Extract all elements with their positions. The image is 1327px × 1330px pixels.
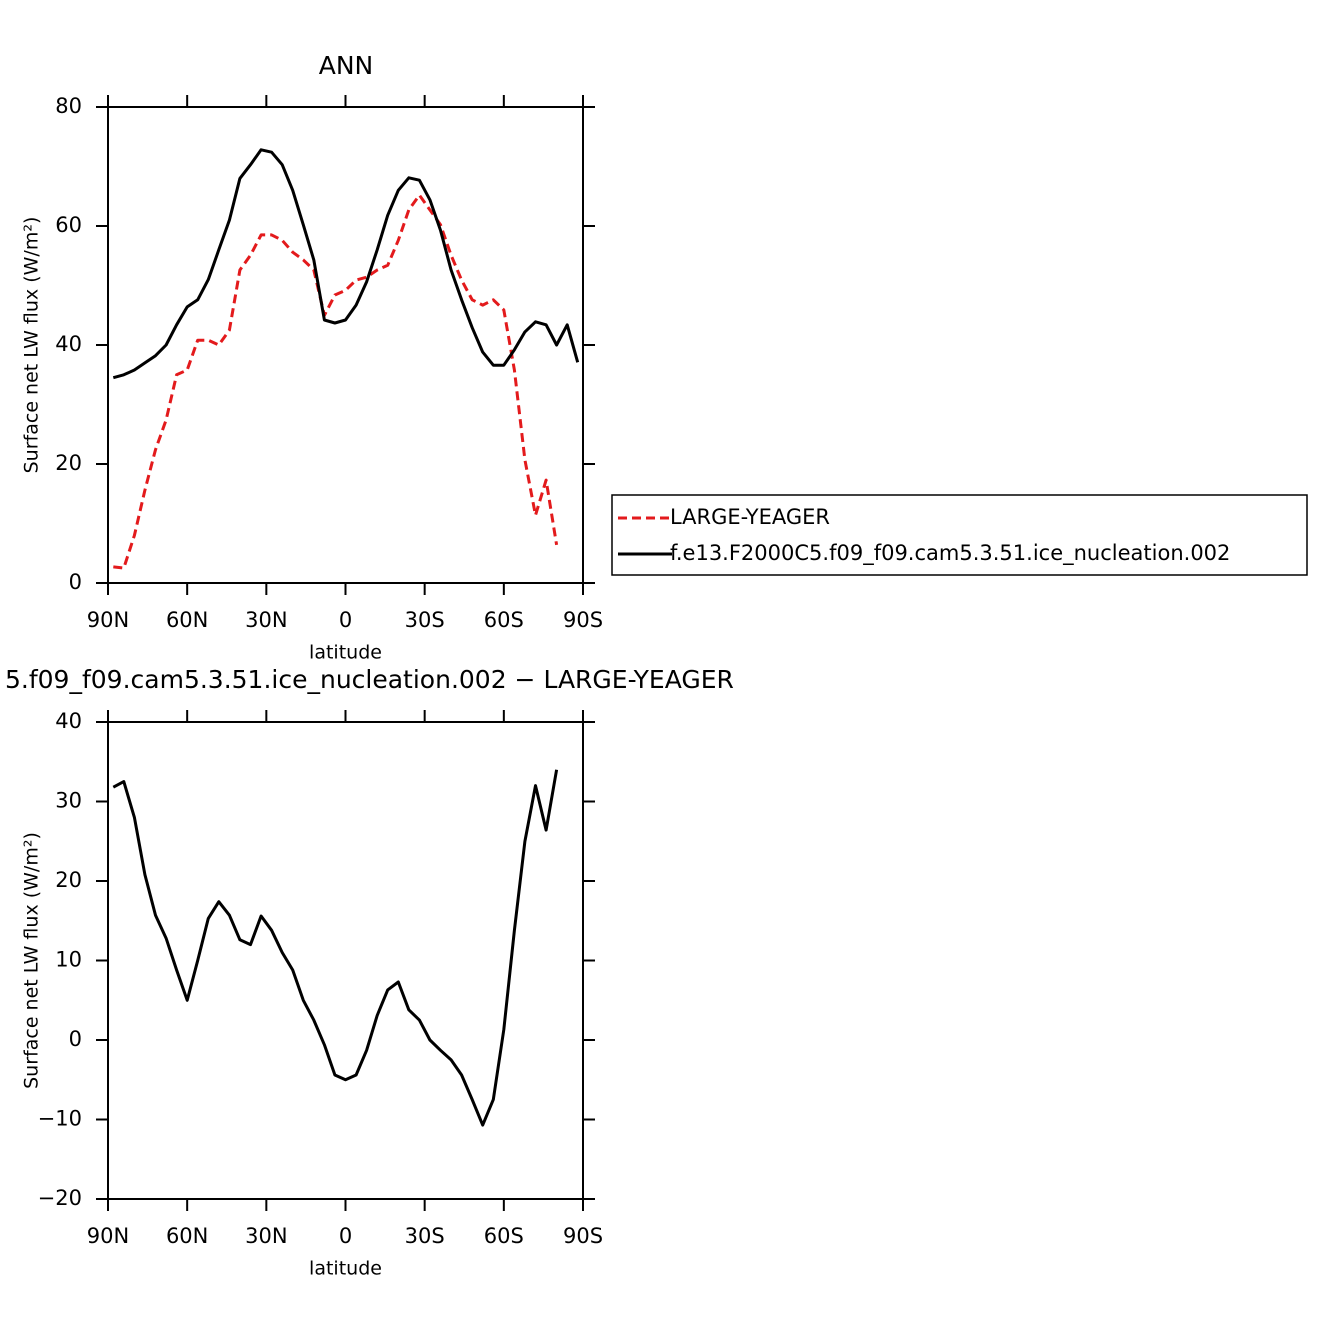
- y-tick-label: 60: [55, 213, 82, 237]
- chart-title: ANN: [319, 51, 374, 80]
- x-tick-label: 60N: [166, 608, 208, 632]
- y-tick-label: 40: [55, 332, 82, 356]
- y-axis-label: Surface net LW flux (W/m²): [21, 217, 43, 474]
- x-tick-label: 30N: [245, 608, 287, 632]
- y-tick-label: 0: [69, 570, 82, 594]
- plot-frame: [107, 106, 584, 584]
- y-axis-label: Surface net LW flux (W/m²): [21, 832, 43, 1089]
- x-tick-label: 30N: [245, 1224, 287, 1248]
- series-line: [112, 769, 559, 1127]
- y-tick-label: 20: [55, 868, 82, 892]
- x-tick-label: 60N: [166, 1224, 208, 1248]
- y-tick-label: 80: [55, 94, 82, 118]
- x-tick-label: 30S: [405, 608, 445, 632]
- x-axis-label: latitude: [309, 642, 382, 664]
- y-tick-label: 10: [55, 948, 82, 972]
- y-tick-label: 0: [69, 1027, 82, 1051]
- y-tick-label: 30: [55, 789, 82, 813]
- series-line: [113, 193, 559, 570]
- y-tick-label: 20: [55, 451, 82, 475]
- x-tick-label: 90S: [563, 1224, 603, 1248]
- legend-label: LARGE-YEAGER: [670, 505, 830, 529]
- x-tick-label: 0: [339, 608, 352, 632]
- x-tick-label: 90N: [87, 1224, 129, 1248]
- y-tick-label: −10: [38, 1107, 82, 1131]
- x-tick-label: 30S: [405, 1224, 445, 1248]
- legend-label: f.e13.F2000C5.f09_f09.cam5.3.51.ice_nucl…: [670, 541, 1230, 566]
- legend-box: [611, 494, 1308, 576]
- chart-title: 5.f09_f09.cam5.3.51.ice_nucleation.002 −…: [5, 665, 734, 694]
- x-tick-label: 60S: [484, 1224, 524, 1248]
- x-tick-label: 90S: [563, 608, 603, 632]
- x-axis-label: latitude: [309, 1258, 382, 1280]
- x-tick-label: 90N: [87, 608, 129, 632]
- x-tick-label: 0: [339, 1224, 352, 1248]
- y-tick-label: −20: [38, 1186, 82, 1210]
- y-tick-label: 40: [55, 709, 82, 733]
- series-line: [112, 148, 580, 380]
- x-tick-label: 60S: [484, 608, 524, 632]
